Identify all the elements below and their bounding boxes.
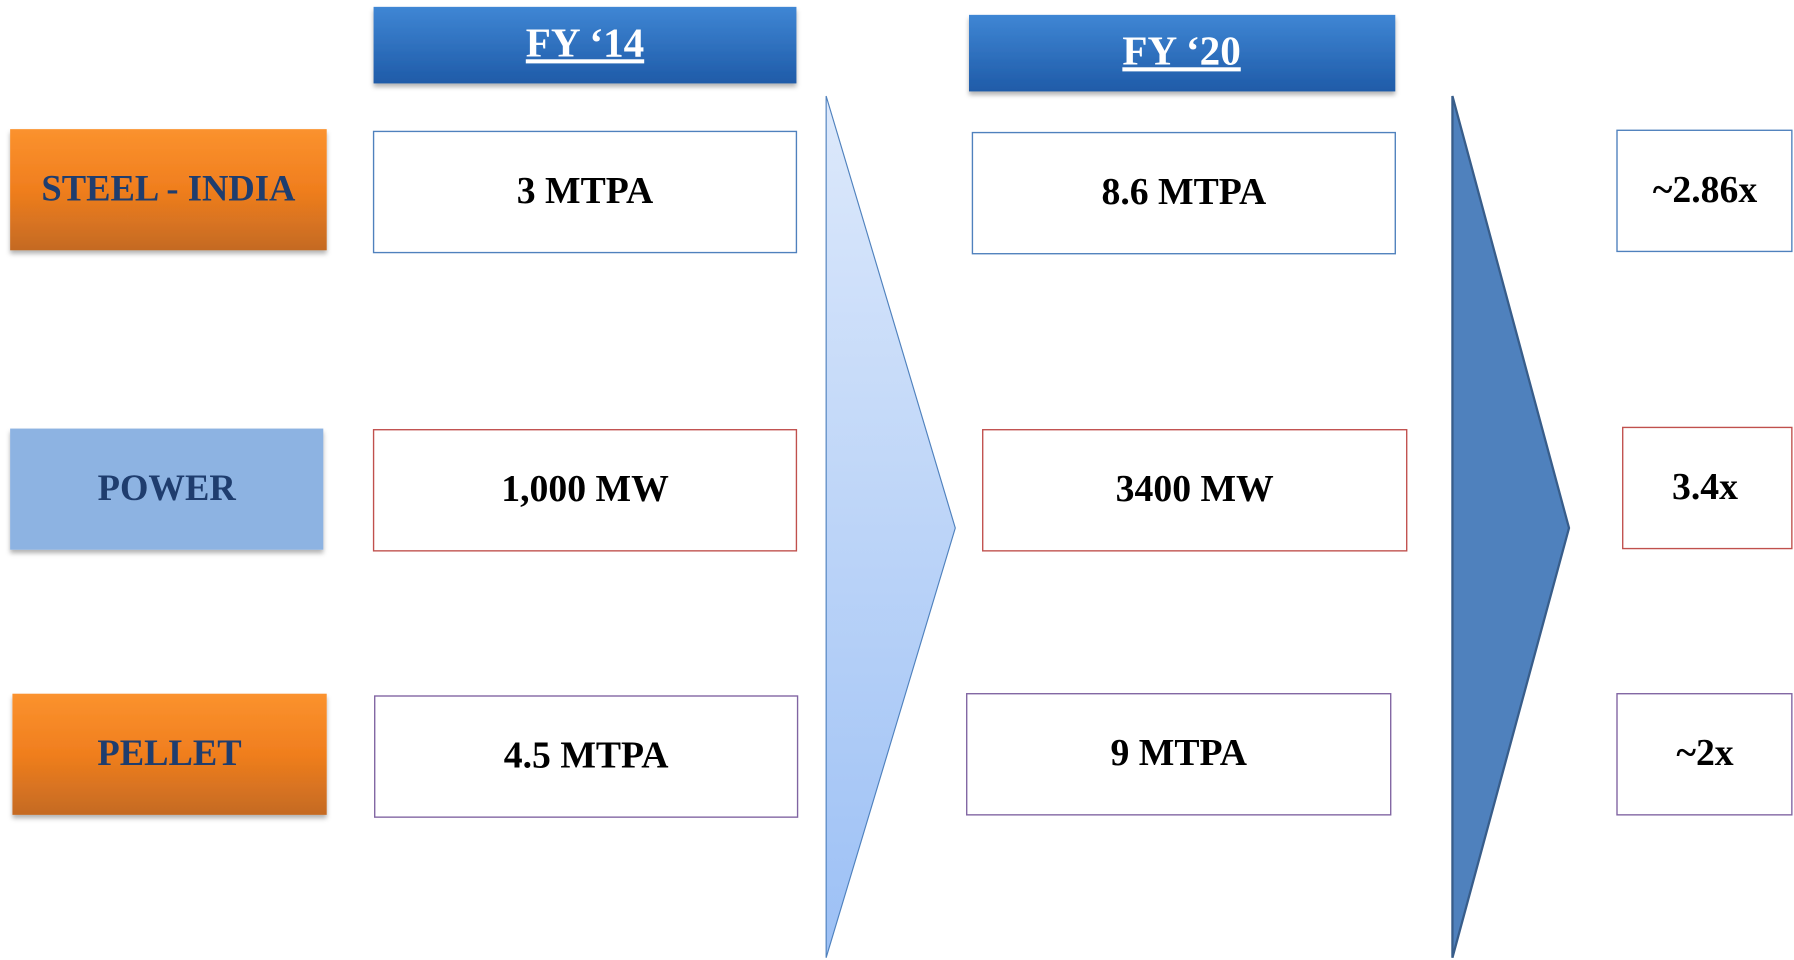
row-label: POWER [98,467,237,508]
row-label-box [10,428,324,550]
header: FY ‘14 [526,19,644,65]
row-label-box [12,693,327,815]
growth: ~2x [1676,732,1733,774]
value-box [372,429,798,552]
value-box [982,429,1408,552]
value-box [971,131,1396,255]
value: 3400 MW [1116,468,1274,510]
arrow [1451,95,1571,959]
growth-box [1616,693,1793,816]
value: 4.5 MTPA [504,735,669,777]
value: 1,000 MW [501,468,669,510]
header: FY ‘20 [1122,27,1240,73]
value-box [372,130,798,254]
growth-box [1616,129,1793,253]
row-label: PELLET [97,732,241,773]
header-box [373,6,797,84]
row-label: STEEL - INDIA [41,167,296,208]
growth-box [1622,426,1793,550]
arrow [825,95,956,958]
value: 9 MTPA [1110,732,1246,774]
value: 3 MTPA [517,170,653,212]
growth: ~2.86x [1653,169,1758,211]
growth: 3.4x [1672,466,1738,508]
header-box [969,14,1396,92]
value-box [966,693,1392,816]
value: 8.6 MTPA [1101,171,1266,213]
value-box [374,695,799,818]
row-label-box [10,129,327,251]
